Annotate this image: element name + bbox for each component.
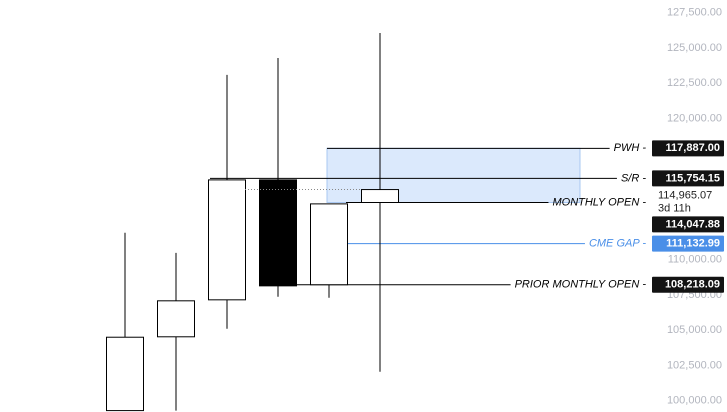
level-label: PWH -: [614, 142, 647, 154]
price-tag: [652, 216, 724, 233]
price-tag-label: 117,887.00: [666, 142, 720, 154]
price-tag: [652, 140, 724, 157]
y-tick-label: 120,000.00: [667, 112, 722, 124]
price-tag-label: 114,047.88: [666, 218, 720, 230]
level-label: PRIOR MONTHLY OPEN -: [515, 279, 647, 291]
level-label: MONTHLY OPEN -: [552, 196, 646, 208]
y-tick-label: 105,000.00: [667, 324, 722, 336]
candle-body: [361, 189, 399, 204]
y-tick-label: 100,000.00: [667, 395, 722, 407]
y-tick-label: 102,500.00: [667, 359, 722, 371]
current-price-label: 114,965.07: [658, 189, 712, 201]
y-tick-label: 125,000.00: [667, 42, 722, 54]
y-tick-label: 127,500.00: [667, 7, 722, 19]
price-tag: [652, 170, 724, 187]
candle-body: [106, 336, 144, 412]
y-tick-label: 122,500.00: [667, 77, 722, 89]
price-tag-label: 111,132.99: [666, 238, 720, 250]
candle-body: [310, 203, 348, 286]
price-tag: [652, 276, 724, 293]
level-label: CME GAP -: [589, 238, 646, 250]
y-tick-label: 110,000.00: [668, 254, 722, 266]
candle-body: [208, 179, 246, 301]
candle-body: [259, 179, 297, 287]
price-tag-label: 115,754.15: [666, 172, 720, 184]
countdown: 3d 11h: [658, 202, 691, 214]
price-tag-label: 108,218.09: [665, 279, 720, 291]
level-label: S/R -: [621, 172, 646, 184]
price-tag: [652, 235, 724, 252]
candle-body: [157, 300, 195, 338]
